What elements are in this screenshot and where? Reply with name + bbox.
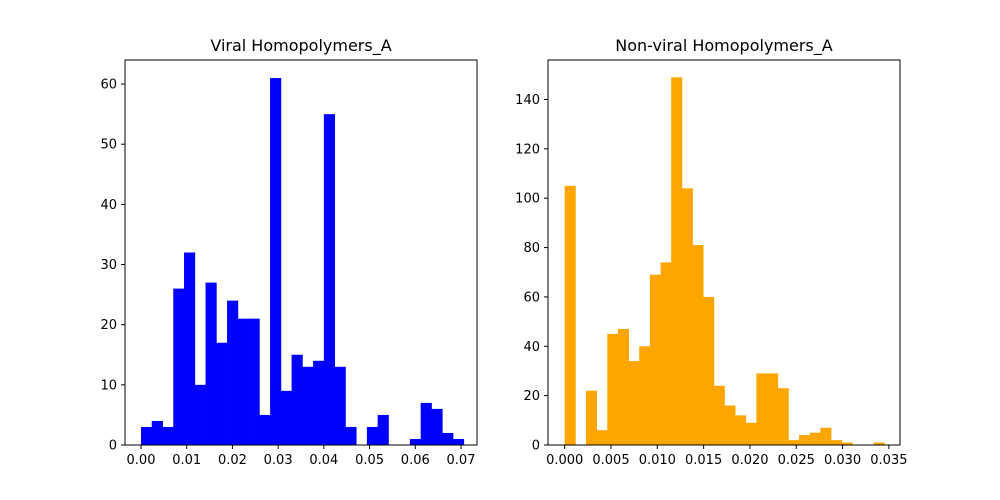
viral-bar (216, 342, 228, 445)
viral-bar (162, 426, 174, 445)
viral-bar (431, 408, 443, 445)
viral-bar (151, 420, 163, 445)
viral-bars (141, 78, 465, 445)
nonviral-bar (681, 188, 693, 446)
viral-bar (237, 318, 249, 445)
viral-y-tick-label: 50 (100, 138, 117, 153)
viral-chart-title: Viral Homopolymers_A (210, 36, 391, 56)
nonviral-y-tick-label: 60 (523, 290, 540, 305)
nonviral-bar (649, 274, 661, 445)
nonviral-x-axis: 0.000 0.005 0.010 0.015 0.020 0.025 0.030 0.035 (546, 445, 907, 468)
viral-bar (313, 360, 325, 445)
viral-bar (194, 384, 206, 445)
viral-bar (280, 390, 292, 445)
nonviral-bar (756, 373, 768, 445)
nonviral-bar (745, 422, 757, 445)
viral-x-tick-label: 0.07 (447, 453, 476, 468)
nonviral-bar (873, 442, 885, 445)
viral-bar (184, 252, 196, 445)
viral-bar (377, 414, 389, 445)
nonviral-bar (692, 245, 704, 445)
viral-bar (452, 438, 465, 445)
nonviral-bar (639, 346, 651, 445)
viral-x-tick-label: 0.00 (127, 453, 156, 468)
viral-y-tick-label: 0 (109, 439, 117, 454)
nonviral-bar (799, 435, 811, 445)
nonviral-bar (617, 329, 629, 445)
viral-bar (248, 318, 260, 445)
nonviral-bar (607, 333, 619, 445)
viral-bar (442, 432, 454, 445)
viral-y-tick-label: 30 (100, 258, 117, 273)
viral-plot-frame (124, 59, 478, 446)
nonviral-bar (767, 373, 779, 445)
nonviral-bar (809, 432, 821, 445)
viral-y-tick-label: 10 (100, 378, 117, 393)
nonviral-y-tick-label: 140 (515, 93, 540, 108)
viral-x-tick-label: 0.06 (401, 453, 430, 468)
viral-x-tick-label: 0.04 (309, 453, 338, 468)
nonviral-chart-title: Non-viral Homopolymers_A (615, 36, 832, 56)
nonviral-histogram-panel: Non-viral Homopolymers_A 0.000 0.005 0.010… (515, 36, 907, 468)
nonviral-bar (596, 430, 608, 445)
viral-x-axis: 0.00 0.01 0.02 0.03 0.04 0.05 0.06 0.07 (127, 445, 476, 468)
nonviral-bar (660, 262, 672, 445)
nonviral-y-axis: 0 20 40 60 80 100 120 140 (515, 93, 548, 454)
nonviral-x-tick-label: 0.000 (546, 453, 583, 468)
nonviral-bar (830, 440, 843, 445)
nonviral-bar (777, 388, 789, 445)
nonviral-bar (713, 385, 725, 445)
nonviral-y-tick-label: 100 (515, 192, 540, 207)
nonviral-bars (564, 77, 885, 446)
nonviral-bar (841, 442, 853, 445)
viral-bar (345, 426, 357, 445)
nonviral-y-tick-label: 0 (532, 439, 540, 454)
nonviral-bar (703, 296, 715, 445)
nonviral-x-tick-label: 0.010 (639, 453, 676, 468)
nonviral-bar (628, 361, 640, 445)
nonviral-x-tick-label: 0.030 (824, 453, 861, 468)
viral-y-tick-label: 40 (100, 198, 117, 213)
viral-bar (173, 288, 185, 445)
viral-bar (409, 438, 422, 445)
viral-bar (270, 78, 282, 445)
viral-bar (334, 366, 346, 445)
nonviral-bar (724, 405, 736, 445)
viral-bar (205, 282, 217, 445)
viral-bar (227, 300, 239, 445)
nonviral-bar (564, 185, 576, 445)
viral-x-tick-label: 0.03 (264, 453, 293, 468)
viral-bar (302, 366, 314, 445)
nonviral-y-tick-label: 40 (523, 340, 540, 355)
nonviral-y-tick-label: 80 (523, 241, 540, 256)
viral-bar (259, 414, 271, 445)
nonviral-bar (585, 390, 598, 445)
viral-y-tick-label: 60 (100, 78, 117, 93)
viral-x-tick-label: 0.01 (172, 453, 201, 468)
nonviral-x-tick-label: 0.020 (731, 453, 768, 468)
nonviral-x-tick-label: 0.025 (778, 453, 815, 468)
nonviral-y-tick-label: 20 (523, 389, 540, 404)
nonviral-x-tick-label: 0.035 (870, 453, 907, 468)
viral-y-tick-label: 20 (100, 318, 117, 333)
nonviral-x-tick-label: 0.015 (685, 453, 722, 468)
viral-y-axis: 0 10 20 30 40 50 60 (100, 78, 125, 454)
viral-bar (323, 114, 336, 445)
viral-bar (141, 426, 153, 445)
nonviral-plot-frame (547, 59, 901, 446)
viral-x-tick-label: 0.05 (355, 453, 384, 468)
viral-histogram-panel: Viral Homopolymers_A 0.00 0.01 0.02 0.03 0.0… (100, 36, 478, 468)
viral-bar (420, 402, 432, 445)
viral-bar (291, 354, 303, 445)
viral-x-tick-label: 0.02 (218, 453, 247, 468)
nonviral-bar (788, 440, 800, 445)
nonviral-bar (671, 77, 683, 446)
nonviral-bar (735, 415, 747, 445)
nonviral-y-tick-label: 120 (515, 142, 540, 157)
nonviral-x-tick-label: 0.005 (592, 453, 629, 468)
nonviral-bar (820, 427, 832, 445)
viral-bar (366, 426, 379, 445)
